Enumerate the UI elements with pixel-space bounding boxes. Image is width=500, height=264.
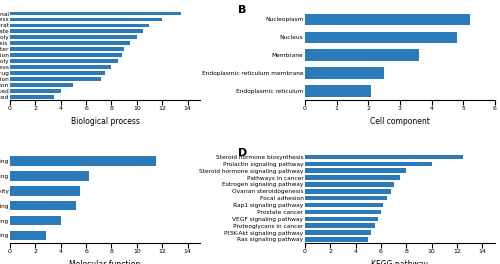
Bar (305, 203, 384, 207)
Bar (10, 30, 143, 33)
Bar (10, 89, 60, 93)
X-axis label: KEGG pathway: KEGG pathway (372, 260, 428, 264)
Bar (10, 171, 88, 181)
Bar (10, 186, 80, 196)
Bar (305, 14, 470, 25)
Bar (10, 35, 137, 39)
Bar (305, 210, 381, 214)
Bar (10, 71, 105, 75)
Bar (305, 196, 387, 200)
Bar (10, 230, 46, 240)
Bar (10, 18, 162, 21)
X-axis label: Biological process: Biological process (70, 117, 140, 126)
Bar (305, 175, 400, 180)
Bar (305, 182, 394, 187)
Bar (10, 65, 112, 69)
Bar (10, 201, 76, 210)
Bar (305, 237, 368, 242)
Bar (10, 23, 149, 27)
Bar (305, 223, 374, 228)
Text: D: D (238, 148, 248, 158)
Bar (10, 53, 122, 57)
Bar (305, 32, 457, 43)
Bar (10, 47, 124, 51)
Bar (10, 77, 102, 81)
Bar (10, 216, 60, 225)
Bar (305, 85, 372, 97)
Text: B: B (238, 5, 246, 15)
Bar (10, 12, 181, 16)
X-axis label: Molecular function: Molecular function (70, 260, 140, 264)
Bar (305, 49, 419, 61)
Bar (305, 155, 464, 159)
Bar (305, 189, 391, 194)
Bar (305, 230, 370, 235)
X-axis label: Cell component: Cell component (370, 117, 430, 126)
Bar (10, 95, 54, 99)
Bar (10, 59, 118, 63)
Bar (305, 168, 406, 173)
Bar (305, 216, 378, 221)
Bar (305, 162, 432, 166)
Bar (10, 83, 74, 87)
Bar (10, 156, 156, 166)
Bar (10, 41, 130, 45)
Bar (305, 67, 384, 79)
